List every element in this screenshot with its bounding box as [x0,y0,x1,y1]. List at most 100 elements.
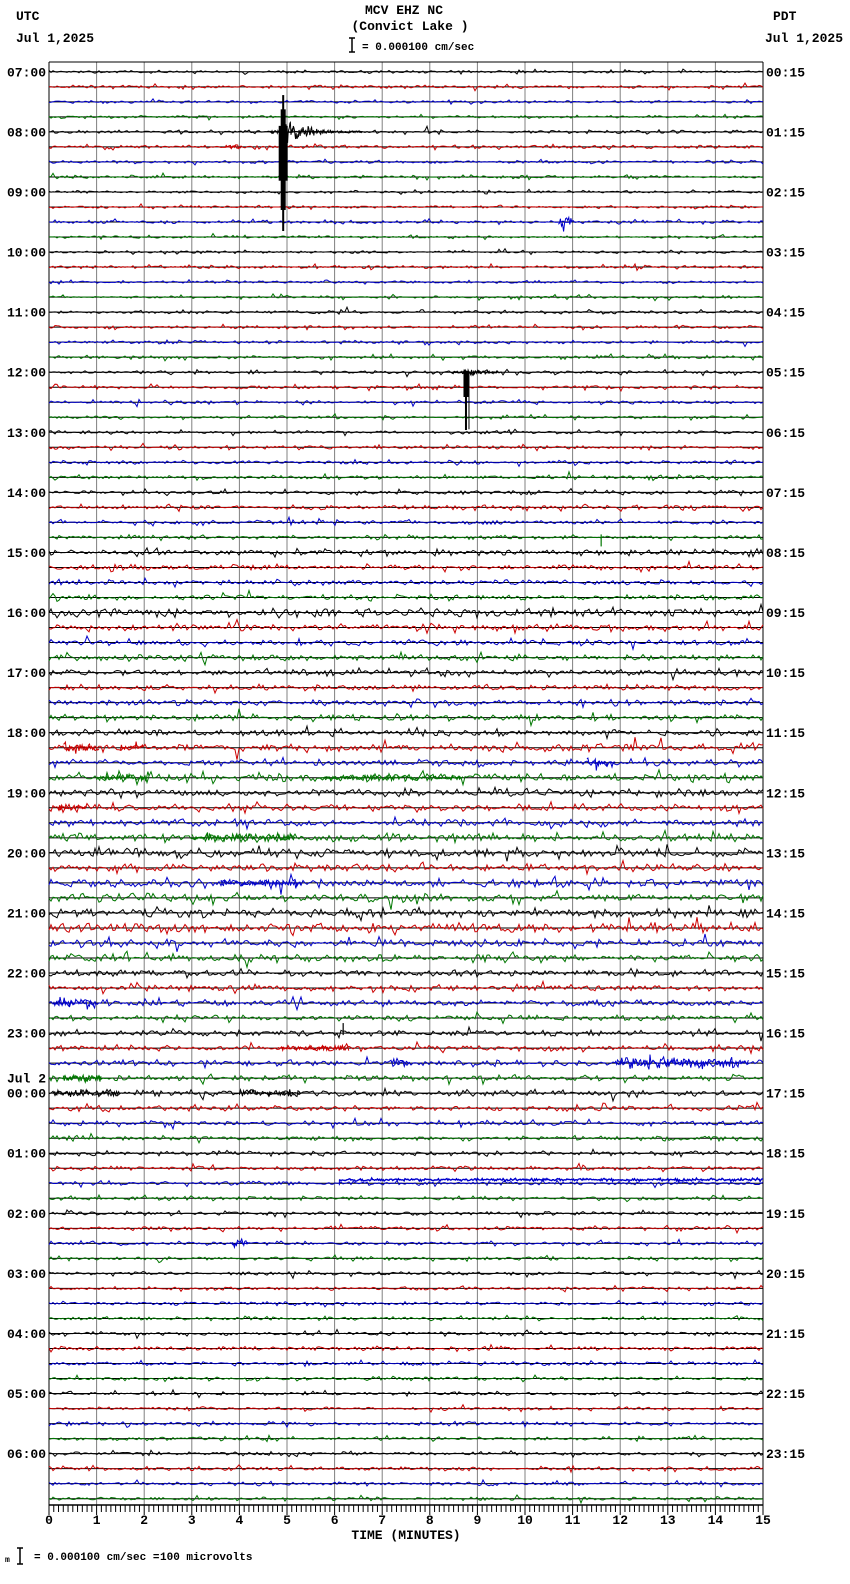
seismic-noise-burst [220,878,302,889]
footer-note: m = 0.000100 cm/sec = 100 microvolts [5,1547,252,1565]
trace-row [48,889,764,910]
footer-scale-value: 100 microvolts [160,1552,252,1564]
x-tick-label: 11 [565,1513,581,1528]
pdt-hour-label: 03:15 [766,246,805,261]
trace-row [48,559,764,574]
trace-row [48,546,764,559]
trace-row [48,323,764,331]
trace-row [48,458,764,468]
trace-row [48,113,764,121]
trace-row [48,1494,764,1505]
trace-row [48,768,764,787]
trace-row [48,1025,764,1042]
trace-row [48,1269,764,1280]
earthquake-streak [463,371,469,397]
trace-row [48,708,764,728]
date-left-label: Jul 1,2025 [16,31,94,46]
utc-hour-label: 04:00 [7,1327,46,1342]
utc-hour-label: 07:00 [7,65,46,80]
utc-hour-label: 05:00 [7,1387,46,1402]
pdt-hour-label: 21:15 [766,1327,805,1342]
trace-row [48,1388,764,1399]
trace-row [48,1343,764,1353]
earthquake-coda [269,120,364,143]
trace-row [48,967,764,980]
pdt-hour-label: 13:15 [766,846,805,861]
trace-row [48,1162,764,1173]
scale-label: = 0.000100 cm/sec [362,42,474,54]
trace-row [48,339,764,348]
seismic-noise-burst [63,740,100,754]
pdt-hour-label: 09:15 [766,606,805,621]
pdt-hour-label: 01:15 [766,125,805,140]
trace-row [48,382,764,392]
utc-hour-label: 17:00 [7,666,46,681]
trace-row [48,650,764,667]
trace-row [48,305,764,315]
date-right-label: Jul 1,2025 [765,31,843,46]
seismic-noise-burst [614,1054,749,1070]
utc-hour-label: 08:00 [7,125,46,140]
utc-hour-label: 23:00 [7,1027,46,1042]
trace-row [48,398,764,408]
trace-row [48,1238,764,1247]
utc-hour-label: 06:00 [7,1447,46,1462]
station-location: (Convict Lake ) [351,19,468,34]
trace-row [48,1478,764,1488]
pdt-hour-label: 08:15 [766,546,805,561]
utc-hour-label: 10:00 [7,246,46,261]
trace-row [48,815,764,831]
trace-row [48,428,764,437]
pdt-hour-label: 17:15 [766,1087,805,1102]
earthquake-streak [468,372,470,430]
utc-hour-label: 03:00 [7,1267,46,1282]
trace-row [49,1040,764,1056]
pdt-hour-label: 07:15 [766,486,805,501]
x-tick-label: 14 [708,1513,724,1528]
utc-hour-label: 16:00 [7,606,46,621]
trace-row [48,858,764,876]
utc-hour-label: 09:00 [7,185,46,200]
trace-row [48,368,764,378]
trace-row [48,262,764,272]
trace-row [48,143,764,151]
trace-row [48,737,764,760]
trace-row [48,412,764,421]
footer-scale-note: = 0.000100 cm/sec = [34,1552,160,1564]
pdt-hour-label: 12:15 [766,786,805,801]
trace-row [48,828,764,845]
seismic-noise-burst [224,144,242,150]
trace-row [48,533,764,542]
station-title: MCV EHZ NC [365,3,443,18]
trace-row [48,1449,764,1459]
trace-row [48,1314,764,1322]
trace-row [48,247,764,256]
timezone-left-label: UTC [16,9,40,24]
trace-row [48,933,764,952]
pdt-hour-label: 23:15 [766,1447,805,1462]
trace-row [48,755,764,769]
utc-day-change-label: Jul 2 [7,1072,46,1087]
utc-hour-label: 15:00 [7,546,46,561]
trace-row [48,979,764,995]
utc-hour-label: 19:00 [7,786,46,801]
timezone-right-label: PDT [773,9,797,24]
utc-hour-label: 18:00 [7,726,46,741]
pdt-hour-label: 19:15 [766,1207,805,1222]
x-tick-label: 12 [612,1513,628,1528]
x-tick-label: 3 [188,1513,196,1528]
pdt-hour-label: 00:15 [766,65,805,80]
trace-row [48,124,764,136]
x-tick-label: 8 [426,1513,434,1528]
pdt-hour-label: 10:15 [766,666,805,681]
trace-row [48,800,764,816]
trace-row [48,785,764,800]
trace-row [48,843,764,862]
utc-hour-label: 20:00 [7,846,46,861]
x-tick-label: 7 [378,1513,386,1528]
trace-row [48,217,764,226]
x-tick-label: 0 [45,1513,53,1528]
trace-row [48,905,764,923]
seismic-noise-burst [58,803,88,811]
earthquake-streak [464,370,467,431]
